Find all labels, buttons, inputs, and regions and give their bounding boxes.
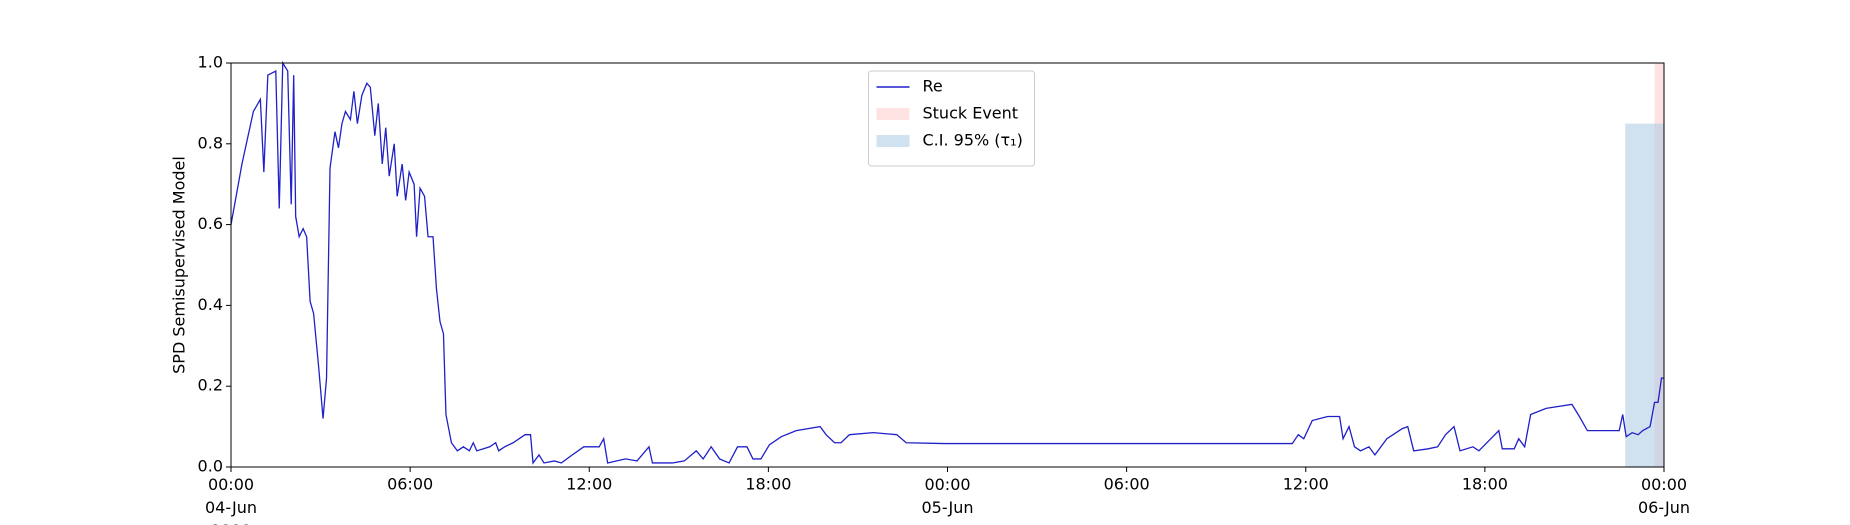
legend-box xyxy=(868,70,1035,167)
y-tick-label: 0.6 xyxy=(198,214,223,233)
y-tick-label: 0.0 xyxy=(198,457,223,476)
x-tick-label: 18:00 xyxy=(1462,475,1508,494)
x-tick-label: 00:00 05-Jun xyxy=(921,475,973,517)
span xyxy=(1625,123,1664,467)
y-tick-label: 1.0 xyxy=(198,53,223,72)
legend-label: C.I. 95% (τ₁) xyxy=(923,131,1023,150)
x-tick-label: 12:00 xyxy=(566,475,612,494)
y-tick-label: 0.8 xyxy=(198,133,223,152)
data-line xyxy=(230,60,1664,465)
x-tick-label: 06:00 xyxy=(1104,475,1150,494)
x-tick-label: 00:00 06-Jun xyxy=(1638,475,1690,517)
x-tick-label: 12:00 xyxy=(1283,475,1329,494)
legend-swatch xyxy=(876,108,910,120)
y-axis-label: SPD Semisupervised Model xyxy=(170,156,189,374)
y-tick-label: 0.2 xyxy=(198,376,223,395)
legend-label: Stuck Event xyxy=(923,104,1019,123)
x-tick-label: 06:00 xyxy=(387,475,433,494)
legend: Re Stuck Event C.I. 95% (τ₁) xyxy=(868,70,1035,167)
x-tick-label: 18:00 xyxy=(745,475,791,494)
y-tick-label: 0.4 xyxy=(198,295,223,314)
legend-swatch xyxy=(876,135,910,147)
legend-label: Re xyxy=(923,77,943,96)
